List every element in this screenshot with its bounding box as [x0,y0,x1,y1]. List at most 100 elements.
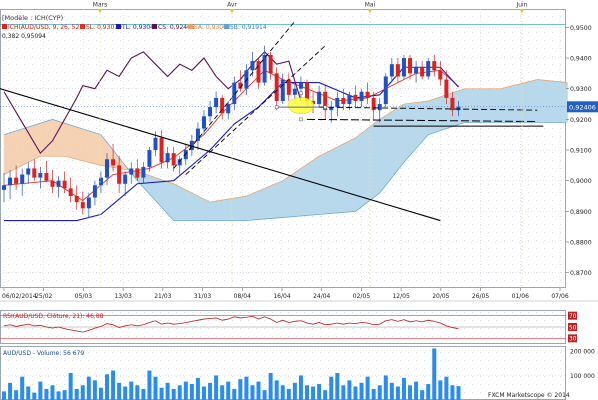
candle-body [159,137,164,163]
x-tick-label: 13/03 [114,293,131,300]
volume-bar [159,387,164,400]
candle [20,168,25,197]
candle [408,54,413,80]
support-line-dashed-2 [306,118,538,123]
cloud-segment [221,199,226,221]
volume-tick-label: 200 000 [570,348,595,355]
cloud-segment [49,119,53,157]
cloud-segment [12,130,17,171]
month-label: Mars [93,2,107,9]
cloud-segment [415,101,420,150]
cloud-segment [191,192,196,221]
volume-bar [147,370,152,400]
candle [189,134,194,157]
cloud-segment [385,113,390,186]
candle-body [359,91,364,101]
cloud-segment [428,99,432,135]
candle [68,177,73,203]
cloud-segment [70,124,74,159]
cloud-segment [421,101,426,143]
x-tick-label: 05/03 [75,293,92,300]
cloud-segment [340,143,344,213]
candle [26,162,31,184]
cloud-segment [273,182,277,219]
y-tick-label: 0,9400 [570,56,592,63]
candle-body [262,54,267,83]
candle [329,100,334,123]
cloud-segment [394,107,399,175]
y-tick-label: 0,9100 [570,148,592,155]
cloud-segment [185,189,190,221]
candle-body [438,70,443,80]
candle [365,82,370,105]
cloud-segment [531,80,535,123]
cloud-segment [346,140,350,213]
candle-body [38,173,43,178]
candle [165,146,170,169]
cloud-segment [15,129,20,169]
candle-body [256,61,261,83]
candle [62,171,67,193]
cloud-segment [561,81,565,123]
candle-body [111,159,116,166]
cloud-segment [173,183,177,221]
candle [426,58,431,80]
volume-bar [280,385,285,400]
volume-bar [353,386,358,400]
cloud-segment [352,137,356,212]
candle-body [286,79,291,95]
candle-body [165,153,170,163]
legend-sl: SL: 0,93079 [86,24,122,31]
legend-cs: CS: 0,92406 [158,24,195,31]
anchor-handle [299,91,303,96]
cloud-segment [376,118,380,196]
candle-body [8,177,13,186]
candle-body [371,97,376,111]
cloud-segment [312,157,317,216]
candle-body [208,107,213,117]
candle [414,61,419,83]
cloud-segment [218,199,223,221]
cloud-segment [527,80,532,123]
cloud-segment [549,80,553,123]
cloud-segment [358,132,362,210]
cloud-segment [337,145,341,214]
cloud-segment [88,130,93,164]
main-grid [0,9,566,288]
volume-bar [401,377,406,400]
candle-body [123,174,128,184]
candle-body [20,174,25,184]
volume-bar [117,382,122,400]
cloud-segment [21,127,26,166]
cloud-segment [64,122,68,158]
candle [14,165,19,190]
trend-line [0,88,441,222]
candle-body [92,185,97,198]
cloud-segment [355,135,359,212]
candle-body [444,79,449,98]
volume-bar [177,385,182,400]
rsi-title: RSI(AUD/USD, Clôture, 21): 46,88 [3,313,104,320]
ichimoku-cloud [3,79,568,222]
candle [220,94,225,120]
candle [44,160,49,183]
candle-body [250,61,255,71]
cloud-segment [261,188,265,220]
candle-body [377,104,382,111]
cloud-segment [537,79,541,123]
volume-bar [274,380,279,400]
cloud-segment [543,79,547,123]
volume-bar [129,381,134,400]
month-label: Juin [515,2,527,9]
volume-bar [347,380,352,400]
candle-body [432,61,437,71]
cloud-segment [158,178,162,208]
cloud-segment [167,181,171,218]
cloud-segment [76,126,80,161]
candle [201,110,206,135]
cloud-segment [503,86,508,123]
anchor-handle [274,105,279,109]
volume-bar [432,348,437,400]
candle-body [389,64,394,77]
